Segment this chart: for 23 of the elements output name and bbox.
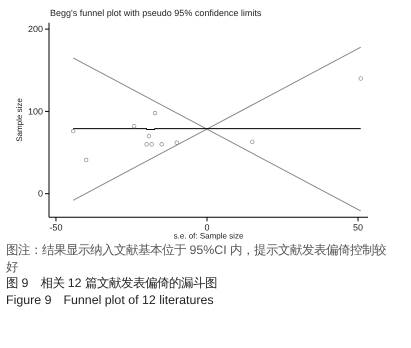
y-axis-title: Sample size — [15, 98, 24, 142]
chart-title: Begg's funnel plot with pseudo 95% confidence limits — [50, 8, 262, 18]
x-tick-label: 0 — [204, 222, 210, 232]
x-tick-label: -50 — [49, 222, 62, 232]
point — [174, 140, 179, 145]
point — [150, 142, 154, 146]
point — [132, 124, 136, 128]
point — [84, 158, 88, 162]
caption: 图 9 相关 12 篇文献发表偏倚的漏斗图 — [6, 275, 218, 292]
text: 图注：结果显示纳入文献基本位于 95%CI 内，提示文献发表偏倚控制较好 — [6, 242, 388, 275]
point — [250, 140, 254, 144]
point — [358, 76, 363, 81]
point — [160, 142, 164, 146]
point — [71, 129, 76, 134]
point — [146, 134, 152, 138]
y-tick-label: 0 — [38, 188, 43, 199]
x-axis-title: s.e. of: Sample size — [174, 232, 244, 240]
y-tick-label: 200 — [28, 24, 43, 34]
y-tick-label: 100 — [28, 106, 43, 116]
x-tick-label: 50 — [353, 222, 364, 232]
point — [144, 142, 149, 146]
point — [152, 110, 158, 116]
caption: Figure 9 Funnel plot of 12 literatures — [6, 292, 215, 308]
